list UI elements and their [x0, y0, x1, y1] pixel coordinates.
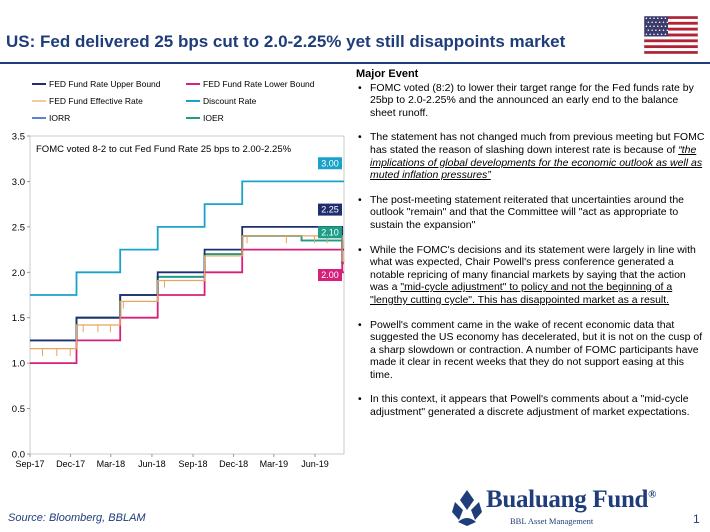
- major-event-list: FOMC voted (8:2) to lower their target r…: [356, 82, 706, 419]
- end-value-label: 2.00: [321, 270, 339, 280]
- page-title: US: Fed delivered 25 bps cut to 2.0-2.25…: [6, 32, 566, 51]
- x-tick-label: Mar-18: [97, 459, 126, 469]
- y-tick-label: 0.0: [12, 450, 25, 461]
- x-tick-label: Sep-18: [179, 459, 208, 469]
- end-value-badge: [318, 269, 342, 282]
- bullet-text: “the implications of global developments…: [370, 143, 703, 182]
- major-event-bullet: While the FOMC's decisions and its state…: [356, 244, 706, 307]
- x-tick-label: Jun-19: [301, 459, 329, 469]
- legend-label: FED Fund Effective Rate: [49, 96, 143, 106]
- bullet-text: While the FOMC's decisions and its state…: [370, 243, 696, 294]
- major-event-bullet: FOMC voted (8:2) to lower their target r…: [356, 82, 706, 120]
- logo-name: Bualuang Fund®: [486, 486, 656, 514]
- end-value-badge: [318, 157, 342, 170]
- x-tick-label: Sep-17: [15, 459, 44, 469]
- legend-label: IORR: [49, 113, 70, 123]
- legend-label: FED Fund Rate Upper Bound: [49, 79, 161, 89]
- x-tick-label: Mar-19: [260, 459, 289, 469]
- x-tick-label: Dec-17: [56, 459, 85, 469]
- chart-annotation: FOMC voted 8-2 to cut Fed Fund Rate 25 b…: [36, 144, 292, 155]
- source-note: Source: Bloomberg, BBLAM: [8, 512, 146, 524]
- legend-label: Discount Rate: [203, 96, 257, 106]
- y-tick-label: 3.5: [12, 132, 25, 143]
- logo-wordmark: Bualuang Fund: [486, 486, 649, 513]
- title-divider: [0, 62, 710, 64]
- major-event-heading: Major Event: [356, 68, 419, 80]
- end-value-label: 2.25: [321, 205, 339, 215]
- major-event-bullet: The post-meeting statement reiterated th…: [356, 194, 706, 232]
- major-event-bullet: Powell's comment came in the wake of rec…: [356, 319, 706, 382]
- fed-rates-line-chart: 0.0 0.5 1.0 1.5 2.0 2.5 3.0 3.5 Sep-17 Dec-17 Mar-…: [12, 79, 345, 469]
- series-line-fed-fund-effective-rate: [30, 235, 345, 350]
- y-tick-label: 1.5: [12, 313, 25, 324]
- bullet-text: Powell's comment came in the wake of rec…: [370, 318, 703, 381]
- major-event-bullet: In this context, it appears that Powell'…: [356, 393, 706, 418]
- end-value-label: 3.00: [321, 158, 339, 168]
- registered-mark: ®: [648, 488, 657, 501]
- major-event-bullet: The statement has not changed much from …: [356, 131, 706, 181]
- end-value-label: 2.10: [321, 227, 339, 237]
- x-tick-label: Jun-18: [138, 459, 166, 469]
- bullet-text: The post-meeting statement reiterated th…: [370, 193, 685, 231]
- legend-label: FED Fund Rate Lower Bound: [203, 79, 315, 89]
- bullet-text: The statement has not changed much from …: [370, 131, 705, 156]
- bualuang-lotus-icon: [452, 490, 482, 526]
- end-value-badge: [318, 226, 342, 239]
- logo-subtitle: BBL Asset Management: [510, 516, 594, 526]
- y-tick-label: 2.5: [12, 222, 25, 233]
- bullet-text: FOMC voted (8:2) to lower their target r…: [370, 81, 694, 119]
- major-event-panel: Major Event FOMC voted (8:2) to lower th…: [356, 68, 706, 431]
- x-tick-label: Dec-18: [219, 459, 248, 469]
- end-value-badge: [318, 203, 342, 216]
- legend-label: IOER: [203, 113, 224, 123]
- y-tick-label: 3.0: [12, 177, 25, 188]
- bullet-text: "mid-cycle adjustment" to policy and not…: [370, 281, 673, 306]
- bullet-text: In this context, it appears that Powell'…: [370, 393, 690, 419]
- series-line-fed-fund-rate-lower-bound: [30, 248, 344, 364]
- y-tick-label: 2.0: [12, 268, 25, 279]
- y-tick-label: 1.0: [12, 359, 25, 370]
- series-line-discount-rate: [30, 180, 344, 296]
- bualuang-fund-logo: Bualuang Fund® BBL Asset Management: [450, 486, 690, 530]
- page-number: 1: [693, 512, 700, 526]
- us-flag-icon: [644, 16, 698, 54]
- y-tick-label: 0.5: [12, 404, 25, 415]
